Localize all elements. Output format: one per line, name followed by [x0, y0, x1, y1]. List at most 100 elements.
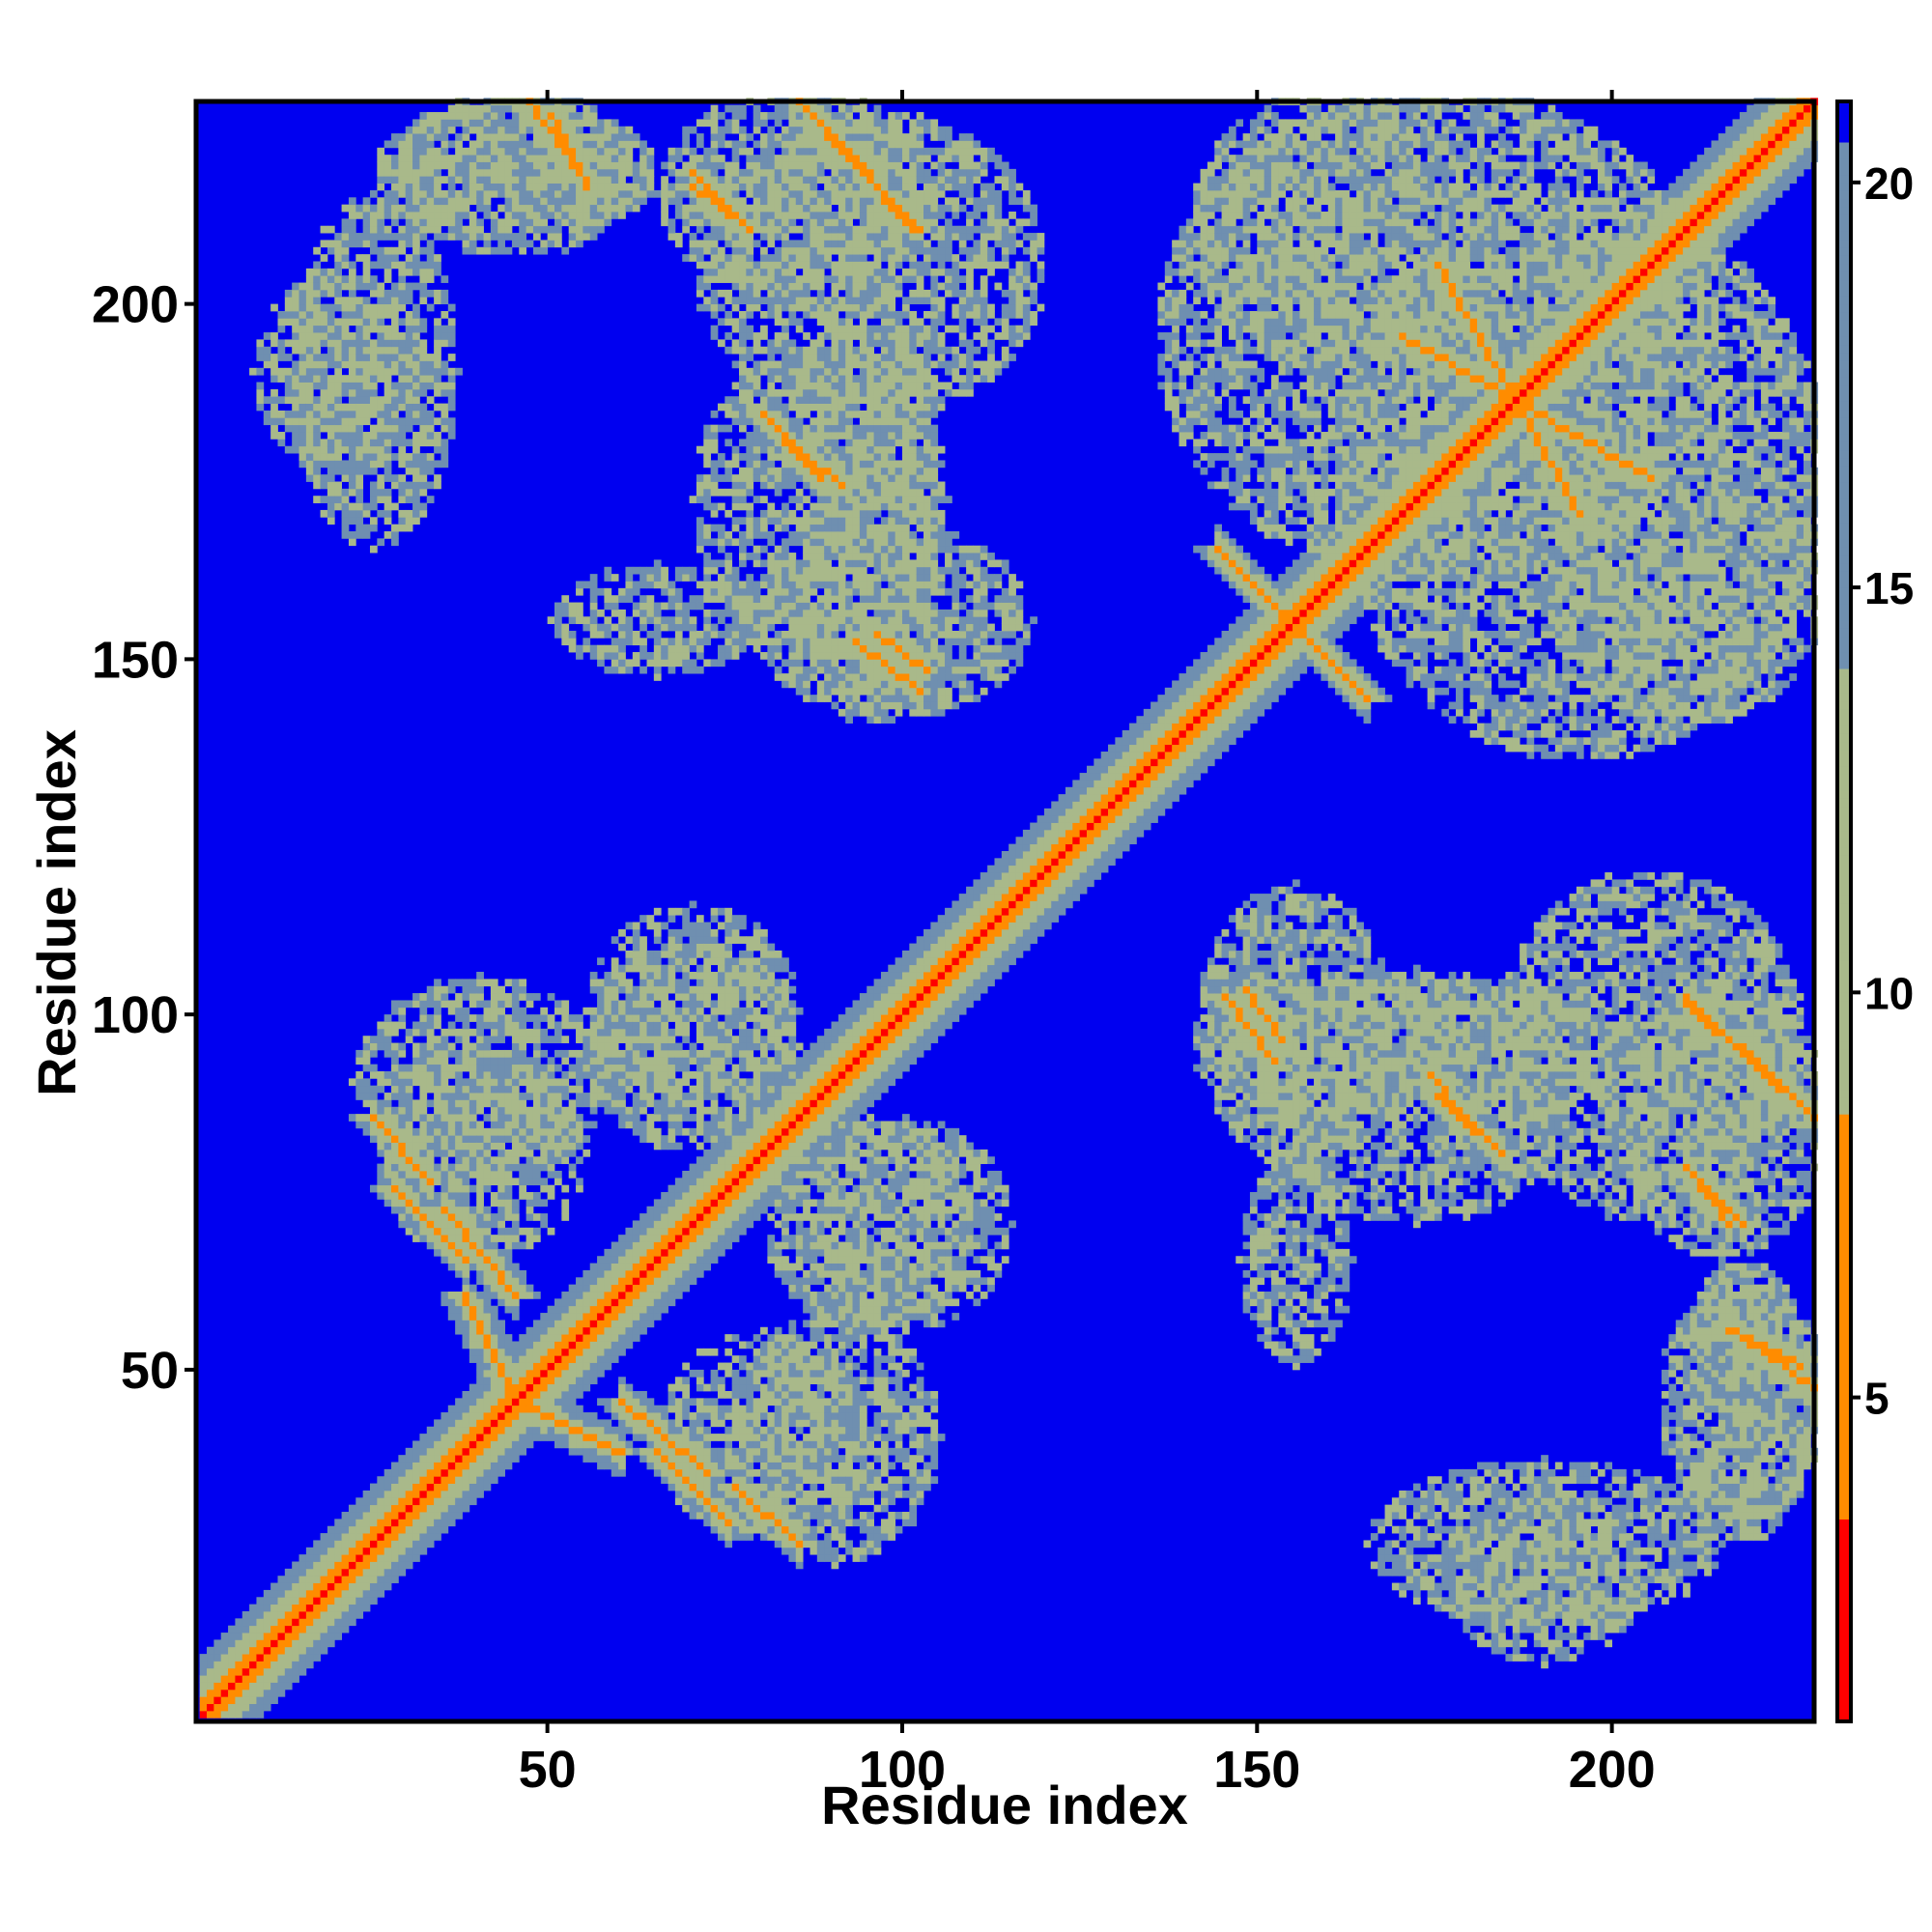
heatmap-cell: [398, 240, 406, 247]
heatmap-cell: [406, 1491, 413, 1498]
heatmap-cell: [321, 1583, 328, 1591]
heatmap-cell: [384, 1199, 392, 1207]
heatmap-cell: [448, 1213, 456, 1221]
heatmap-cell: [398, 1121, 406, 1128]
heatmap-cell: [398, 1199, 406, 1207]
heatmap-cell: [355, 1497, 363, 1505]
heatmap-cell: [377, 496, 384, 503]
heatmap-cell: [264, 1704, 271, 1712]
heatmap-cell: [377, 1554, 384, 1562]
heatmap-cell: [342, 247, 350, 255]
heatmap-cell: [342, 1618, 350, 1626]
heatmap-cell: [249, 1647, 257, 1655]
heatmap-cell: [412, 148, 420, 156]
heatmap-cell: [363, 269, 371, 276]
heatmap-cell: [292, 375, 299, 383]
heatmap-cell: [355, 1590, 363, 1598]
heatmap-cell: [321, 425, 328, 433]
heatmap-cell: [434, 127, 441, 134]
heatmap-cell: [342, 226, 350, 234]
heatmap-cell: [213, 1683, 221, 1690]
heatmap-cell: [448, 1512, 456, 1520]
heatmap-cell: [455, 368, 463, 376]
heatmap-cell: [384, 1099, 392, 1107]
heatmap-cell: [440, 1029, 448, 1037]
heatmap-cell: [398, 269, 406, 276]
heatmap-cell: [349, 1078, 356, 1086]
heatmap-cell: [398, 460, 406, 468]
heatmap-cell: [213, 1711, 221, 1719]
heatmap-cell: [384, 1156, 392, 1164]
heatmap-cell: [412, 1178, 420, 1185]
heatmap-cell: [398, 1150, 406, 1157]
heatmap-cell: [427, 1156, 435, 1164]
heatmap-cell: [321, 417, 328, 425]
heatmap-cell: [306, 389, 314, 397]
heatmap-cell: [391, 1554, 399, 1562]
heatmap-cell: [235, 1668, 242, 1676]
heatmap-cell: [349, 1554, 356, 1562]
heatmap-cell: [342, 339, 350, 347]
heatmap-cell: [264, 1626, 271, 1634]
heatmap-cell: [377, 1029, 384, 1037]
heatmap-cell: [270, 368, 278, 376]
heatmap-cell: [334, 1526, 342, 1534]
heatmap-cell: [342, 1526, 350, 1534]
heatmap-cell: [363, 1576, 371, 1583]
heatmap-cell: [440, 197, 448, 205]
heatmap-cell: [299, 453, 307, 461]
heatmap-cell: [370, 1491, 378, 1498]
heatmap-cell: [469, 1497, 477, 1505]
heatmap-cell: [406, 297, 413, 304]
heatmap-cell: [427, 169, 435, 177]
heatmap-cell: [398, 1207, 406, 1214]
heatmap-cell: [349, 538, 356, 546]
heatmap-cell: [228, 1690, 236, 1697]
heatmap-cell: [285, 1618, 293, 1626]
heatmap-cell: [398, 482, 406, 490]
heatmap-cell: [440, 1114, 448, 1122]
heatmap-cell: [398, 368, 406, 376]
heatmap-cell: [349, 269, 356, 276]
heatmap-cell: [292, 304, 299, 312]
heatmap-cell: [419, 1512, 427, 1520]
heatmap-cell: [419, 432, 427, 440]
heatmap-cell: [434, 1150, 441, 1157]
heatmap-cell: [391, 326, 399, 333]
heatmap-cell: [285, 1583, 293, 1591]
heatmap-cell: [398, 1569, 406, 1577]
heatmap-cell: [363, 275, 371, 283]
heatmap-cell: [384, 1121, 392, 1128]
heatmap-cell: [462, 1313, 469, 1321]
heatmap-cell: [327, 510, 335, 518]
heatmap-cell: [256, 1683, 264, 1690]
heatmap-cell: [299, 404, 307, 412]
heatmap-cell: [406, 1512, 413, 1520]
heatmap-cell: [462, 127, 469, 134]
heatmap-cell: [440, 1171, 448, 1179]
heatmap-cell: [334, 297, 342, 304]
heatmap-cell: [391, 1135, 399, 1143]
heatmap-cell: [355, 1512, 363, 1520]
heatmap-cell: [406, 383, 413, 390]
heatmap-cell: [419, 1440, 427, 1448]
heatmap-cell: [434, 254, 441, 262]
heatmap-cell: [363, 396, 371, 404]
heatmap-cell: [440, 446, 448, 454]
heatmap-cell: [419, 360, 427, 368]
heatmap-cell: [321, 396, 328, 404]
heatmap-cell: [412, 1448, 420, 1456]
heatmap-cell: [391, 1164, 399, 1172]
heatmap-cell: [313, 1605, 321, 1612]
heatmap-cell: [363, 240, 371, 247]
heatmap-cell: [419, 233, 427, 241]
heatmap-cell: [406, 389, 413, 397]
heatmap-cell: [334, 1533, 342, 1541]
heatmap-cell: [462, 1213, 469, 1221]
heatmap-cell: [384, 1505, 392, 1513]
heatmap-cell: [427, 1228, 435, 1236]
heatmap-cell: [327, 1633, 335, 1640]
heatmap-cell: [434, 1512, 441, 1520]
heatmap-cell: [270, 1639, 278, 1647]
heatmap-cell: [427, 1192, 435, 1200]
